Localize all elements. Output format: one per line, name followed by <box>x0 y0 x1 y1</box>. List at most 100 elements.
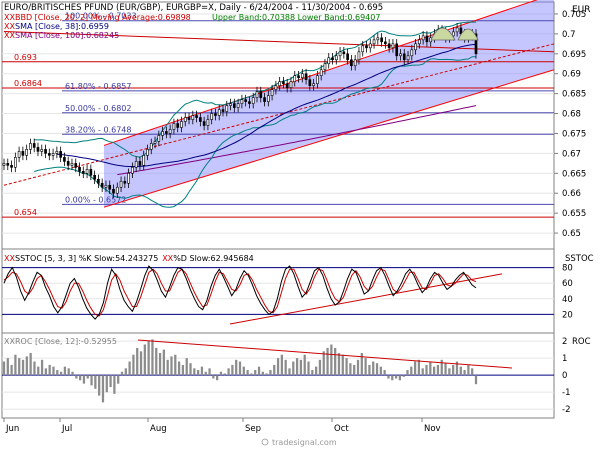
price-y-tick-label: 0.675 <box>562 129 586 139</box>
roc-y-tick-label: 0 <box>562 371 567 381</box>
roc-bar <box>330 344 333 376</box>
channel-upper-line <box>103 0 538 146</box>
candle-body <box>353 59 357 67</box>
roc-bar <box>246 370 249 376</box>
candle-body <box>266 95 270 102</box>
candle-body <box>236 103 240 108</box>
watermark: tradesignal.com <box>272 438 337 447</box>
roc-bar <box>63 366 67 376</box>
roc-bar <box>238 361 242 376</box>
candle-body <box>270 89 274 96</box>
roc-bar <box>235 359 238 376</box>
stochastic-panel-label: SSTOC <box>565 254 594 264</box>
candle-body <box>199 117 202 122</box>
roc-bar <box>307 361 310 376</box>
candle-body <box>112 188 115 194</box>
candle-body <box>418 39 421 45</box>
roc-bar <box>227 368 230 376</box>
price-panel: 0.693 0.6864 0.654 61.80% - 0.6857 50.00% -… <box>1 0 591 250</box>
fibonacci-label: 0.00% - 0.6572 <box>65 195 126 204</box>
candle-body <box>297 75 300 78</box>
candle-body <box>395 43 399 57</box>
legend-entry: %D Slow:62.945684 <box>173 254 254 263</box>
stochastic-y-tick-label: 60 <box>562 279 573 289</box>
candle-body <box>183 117 187 122</box>
roc-panel: -2 -1 0 1 2 ROC XX ROC [Close, 12]:-0.52955 <box>1 332 591 419</box>
roc-bar <box>139 351 143 376</box>
price-plot-area <box>1 1 555 250</box>
candle-body <box>36 147 40 152</box>
pattern-arc-1 <box>430 27 456 41</box>
candle-body <box>251 97 255 104</box>
candle-body <box>153 141 157 144</box>
roc-bar <box>322 351 325 376</box>
candle-body <box>361 45 365 53</box>
roc-y-axis: -2 -1 0 1 2 <box>562 337 570 415</box>
roc-bar <box>406 370 409 376</box>
candle-body <box>406 55 410 61</box>
roc-bar <box>113 375 116 394</box>
candle-body <box>195 115 198 118</box>
roc-bar <box>337 353 341 376</box>
fibonacci-label: 50.00% - 0.6802 <box>65 104 131 113</box>
candle-body <box>357 51 361 61</box>
roc-bar <box>162 349 166 376</box>
roc-bar <box>467 364 470 376</box>
fibonacci-label: 61.80% - 0.6857 <box>65 82 131 91</box>
roc-y-tick-label: 2 <box>562 337 567 347</box>
candle-body <box>85 169 89 174</box>
candle-body <box>399 53 402 57</box>
candle-body <box>316 75 319 84</box>
candle-body <box>474 33 478 55</box>
fibonacci-levels: 61.80% - 0.6857 50.00% - 0.6802 38.20% - 0… <box>62 12 554 205</box>
candle-body <box>346 53 349 61</box>
candle-body <box>119 180 123 188</box>
roc-bar <box>82 375 86 384</box>
candle-body <box>421 35 425 41</box>
candle-body <box>44 149 47 154</box>
roc-bar <box>299 359 303 376</box>
roc-bar <box>254 370 257 376</box>
legend-entry: BBD [Close, 20, 2] Moving Average:0.6989… <box>15 13 191 22</box>
candle-body <box>289 81 293 88</box>
roc-legend: XX ROC [Close, 12]:-0.52955 <box>4 337 117 346</box>
fibonacci-label: 100.00% - 0.7033 <box>65 12 137 21</box>
candle-body <box>93 174 96 180</box>
roc-bar <box>170 356 173 376</box>
legend-entry: Upper Band:0.70388 Lower Band:0.69407 <box>212 13 380 22</box>
roc-bar <box>261 371 264 376</box>
candle-body <box>78 167 81 172</box>
roc-bar <box>364 358 367 376</box>
roc-bar <box>417 359 421 376</box>
sma-100-line <box>117 105 477 176</box>
roc-bar <box>223 373 226 376</box>
price-y-tick-label: 0.695 <box>562 50 586 60</box>
roc-bar <box>440 359 443 376</box>
roc-bar <box>269 370 272 376</box>
currency-label: EUR <box>572 5 591 15</box>
roc-bar <box>29 353 32 376</box>
roc-bar <box>459 366 462 376</box>
candle-body <box>221 109 225 112</box>
price-y-tick-label: 0.65 <box>562 229 581 239</box>
candle-body <box>187 117 191 120</box>
roc-bar <box>276 358 280 376</box>
candle-body <box>104 184 108 188</box>
candle-body <box>2 163 6 166</box>
roc-bar <box>10 364 13 376</box>
price-y-axis: 0.65 0.655 0.66 0.665 0.67 0.675 0.68 0.685 0.69… <box>554 10 586 239</box>
candle-body <box>391 43 395 49</box>
candle-body <box>327 57 331 65</box>
pattern-arc-2 <box>457 28 479 41</box>
roc-bar <box>212 375 215 379</box>
roc-bar <box>273 364 276 376</box>
roc-bar <box>288 368 291 376</box>
roc-bar <box>257 366 261 376</box>
roc-bar <box>471 368 474 376</box>
candle-body <box>115 186 119 194</box>
candle-body <box>63 157 66 162</box>
roc-bar <box>174 354 177 376</box>
price-y-tick-label: 0.685 <box>562 90 586 100</box>
candle-body <box>172 123 176 130</box>
